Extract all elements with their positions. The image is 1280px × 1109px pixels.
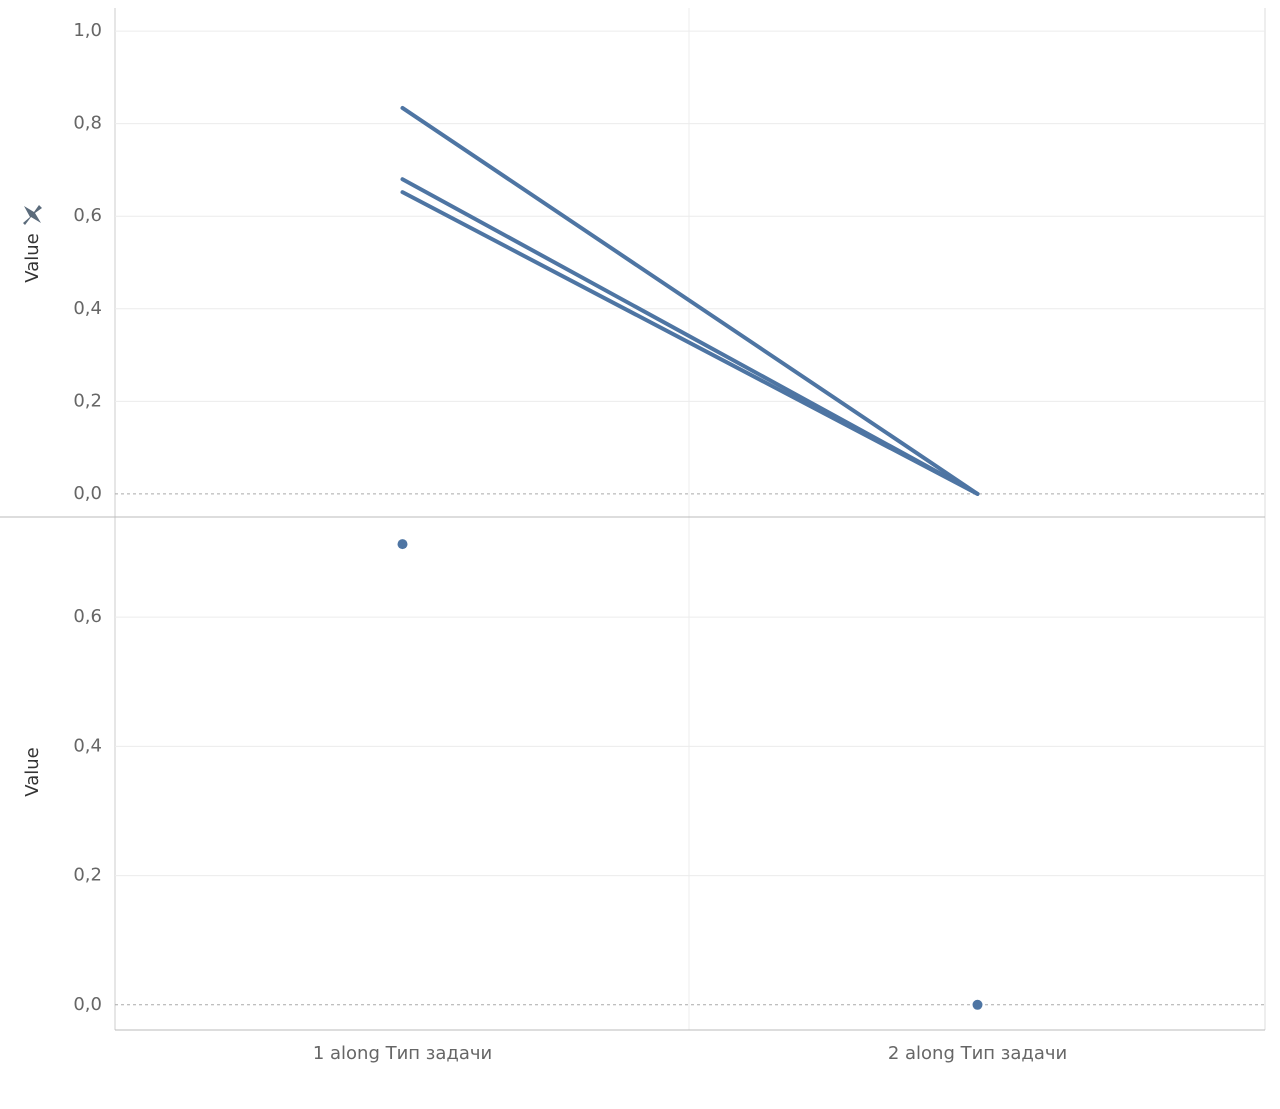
y-tick-label: 0,4	[73, 735, 102, 756]
series-line	[400, 190, 980, 496]
x-tick-label: 2 along Тип задачи	[888, 1043, 1067, 1064]
y-tick-label: 0,2	[73, 390, 102, 411]
y-axis-title: Value	[22, 233, 43, 282]
dot	[972, 999, 983, 1010]
y-tick-label: 0,0	[73, 483, 102, 504]
series-line	[400, 105, 980, 496]
pin-icon	[23, 205, 42, 225]
y-tick-label: 1,0	[73, 20, 102, 41]
y-axis-title: Value	[22, 747, 43, 796]
y-tick-label: 0,0	[73, 994, 102, 1015]
y-tick-label: 0,4	[73, 298, 102, 319]
x-tick-label: 1 along Тип задачи	[313, 1043, 492, 1064]
y-tick-label: 0,8	[73, 113, 102, 134]
y-tick-label: 0,6	[73, 606, 102, 627]
dot	[397, 539, 408, 550]
y-tick-label: 0,2	[73, 865, 102, 886]
y-tick-label: 0,6	[73, 205, 102, 226]
